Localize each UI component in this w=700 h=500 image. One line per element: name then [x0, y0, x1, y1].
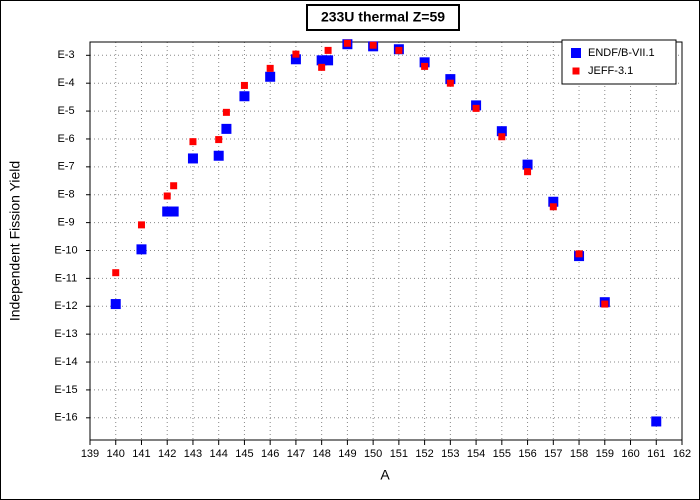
marker	[323, 55, 334, 66]
marker	[324, 46, 332, 54]
x-tick-label: 157	[544, 448, 562, 460]
x-tick-label: 155	[493, 448, 511, 460]
marker	[524, 168, 532, 176]
x-tick-label: 159	[596, 448, 614, 460]
marker	[222, 108, 230, 116]
marker	[575, 250, 583, 258]
y-tick-label: E-11	[55, 272, 77, 284]
x-tick-label: 151	[390, 448, 408, 460]
x-tick-label: 156	[518, 448, 536, 460]
x-tick-label: 161	[647, 448, 665, 460]
marker	[265, 71, 276, 82]
x-tick-label: 154	[467, 448, 485, 460]
marker	[221, 123, 232, 134]
marker	[292, 50, 300, 58]
marker	[343, 39, 351, 47]
x-tick-label: 160	[621, 448, 639, 460]
x-tick-label: 143	[184, 448, 202, 460]
x-tick-label: 139	[81, 448, 99, 460]
y-tick-label: E-16	[54, 412, 77, 424]
marker	[240, 81, 248, 89]
marker	[395, 46, 403, 54]
x-tick-label: 153	[441, 448, 459, 460]
x-tick-label: 149	[338, 448, 356, 460]
marker	[446, 79, 454, 87]
marker	[522, 159, 533, 170]
marker	[163, 192, 171, 200]
x-tick-label: 142	[158, 448, 176, 460]
x-tick-label: 146	[261, 448, 279, 460]
y-tick-label: E-14	[54, 356, 77, 368]
marker	[651, 416, 662, 427]
title-box	[306, 4, 460, 31]
marker	[168, 206, 179, 217]
plot-border	[89, 41, 683, 441]
legend-box	[561, 39, 677, 85]
marker	[239, 91, 250, 102]
marker	[445, 74, 456, 85]
marker	[498, 133, 506, 141]
marker	[496, 126, 507, 137]
x-tick-label: 152	[415, 448, 433, 460]
y-tick-label: E-5	[57, 105, 74, 117]
marker	[189, 138, 197, 146]
chart-title: 233U thermal Z=59	[321, 9, 445, 25]
x-tick-label: 162	[673, 448, 691, 460]
x-tick-label: 140	[107, 448, 125, 460]
marker	[162, 206, 173, 217]
marker	[316, 55, 327, 66]
x-tick-label: 148	[312, 448, 330, 460]
x-tick-label: 158	[570, 448, 588, 460]
marker	[110, 299, 121, 310]
y-tick-label: E-13	[54, 328, 77, 340]
y-axis-label: Independent Fission Yield	[7, 161, 23, 321]
x-tick-label: 144	[210, 448, 228, 460]
x-tick-label: 145	[235, 448, 253, 460]
legend-marker	[571, 48, 581, 58]
marker	[369, 41, 377, 49]
y-tick-label: E-9	[57, 217, 74, 229]
y-tick-label: E-6	[57, 133, 74, 145]
y-tick-label: E-12	[54, 300, 77, 312]
marker	[215, 136, 223, 144]
marker	[112, 269, 120, 277]
marker	[187, 153, 198, 164]
y-tick-label: E-8	[57, 189, 74, 201]
marker	[419, 57, 430, 68]
y-tick-label: E-7	[57, 161, 74, 173]
marker	[136, 244, 147, 255]
x-tick-label: 141	[132, 448, 150, 460]
y-tick-label: E-3	[57, 49, 74, 61]
marker	[137, 221, 145, 229]
marker	[601, 300, 609, 308]
x-tick-label: 147	[287, 448, 305, 460]
marker	[170, 182, 178, 190]
marker	[318, 63, 326, 71]
legend-label: JEFF-3.1	[588, 65, 633, 77]
y-tick-label: E-4	[57, 77, 74, 89]
legend-label: ENDF/B-VII.1	[588, 47, 655, 59]
marker	[421, 62, 429, 70]
marker	[266, 64, 274, 72]
marker	[549, 203, 557, 211]
y-tick-label: E-15	[54, 384, 77, 396]
x-axis-label: A	[380, 467, 390, 483]
legend-marker	[572, 67, 580, 75]
y-tick-label: E-10	[54, 244, 77, 256]
marker	[290, 54, 301, 65]
x-tick-label: 150	[364, 448, 382, 460]
marker	[472, 104, 480, 112]
marker	[548, 196, 559, 207]
marker	[213, 150, 224, 161]
